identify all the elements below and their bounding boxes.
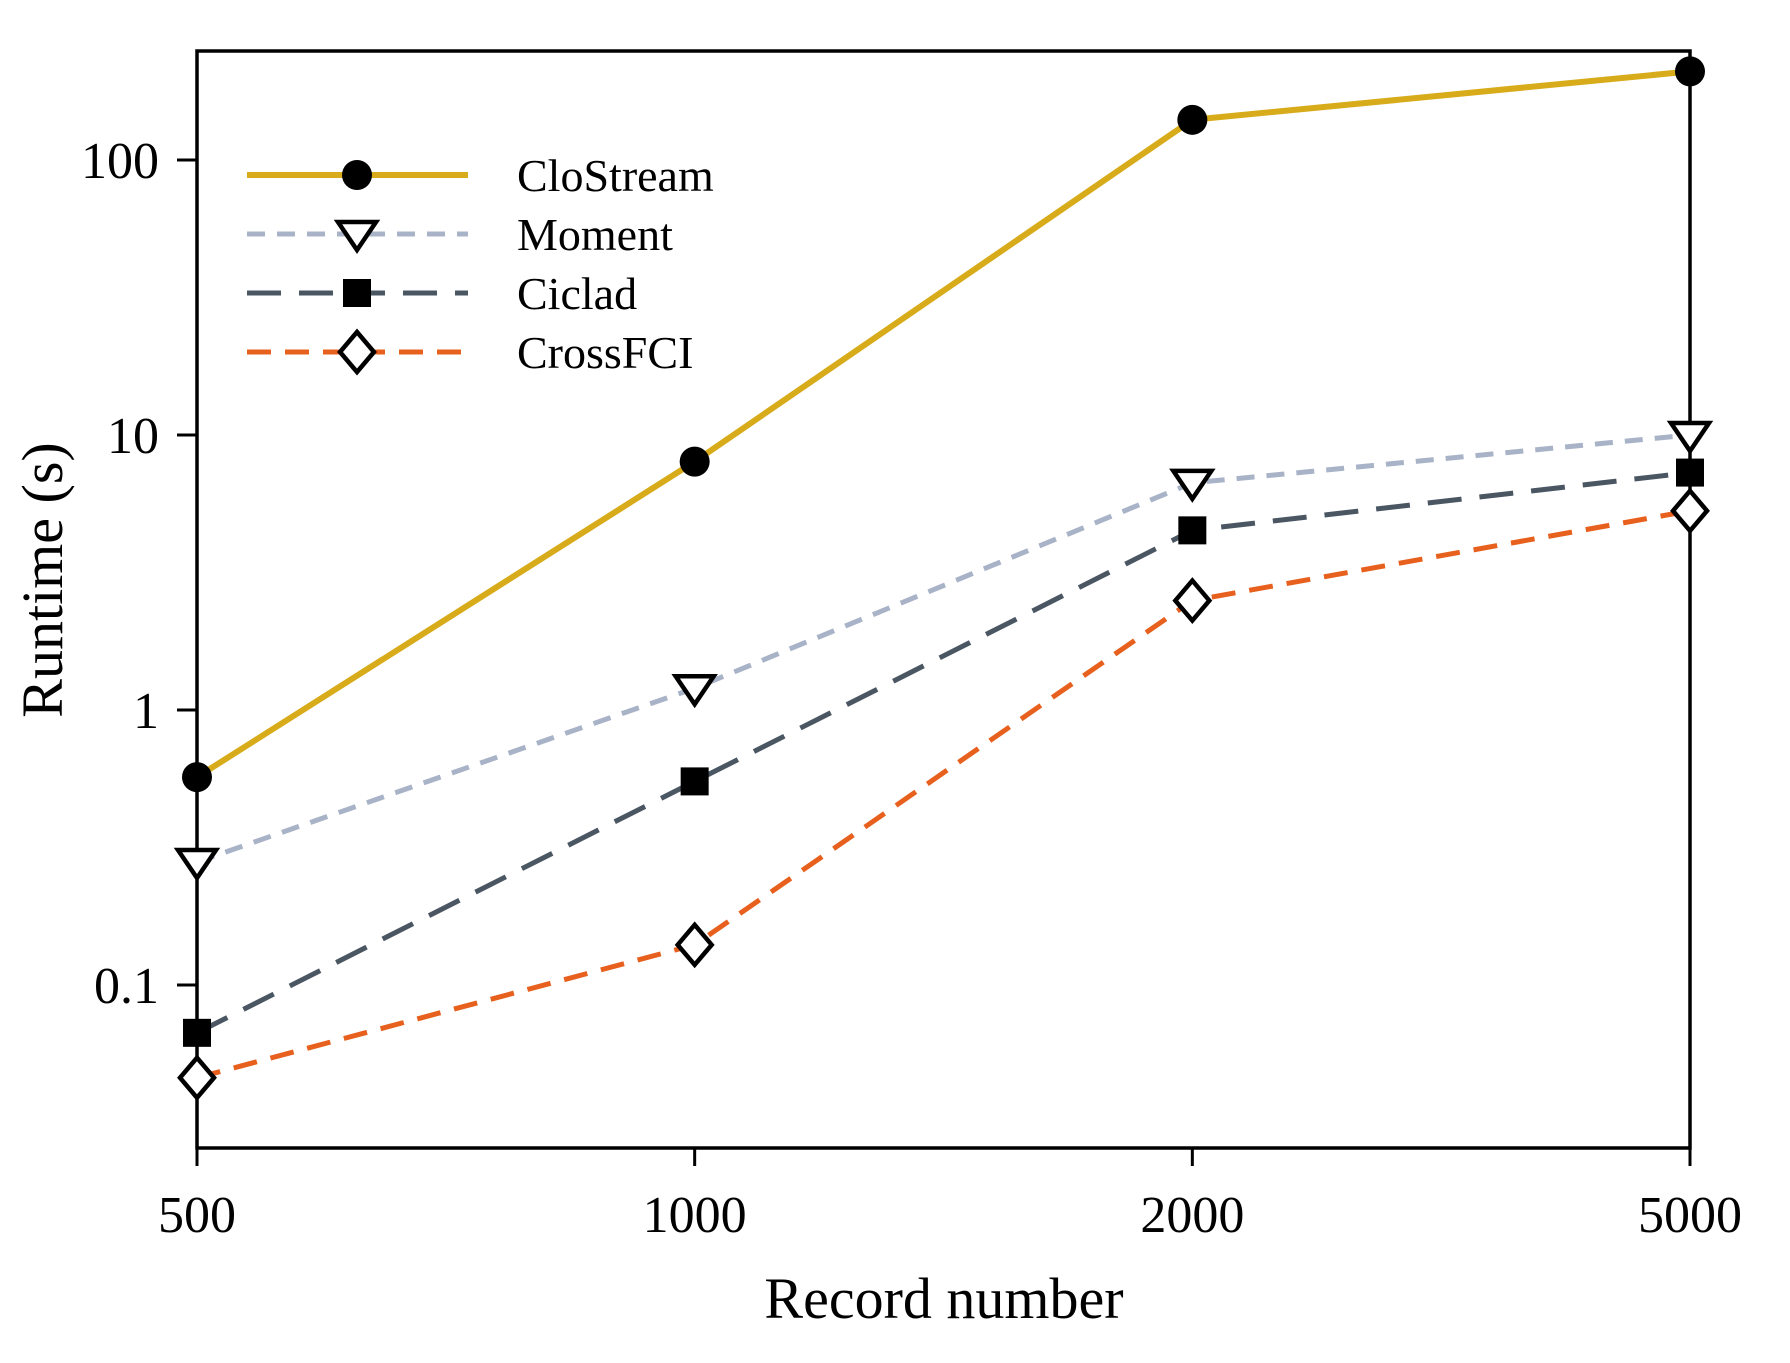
- y-tick-label: 100: [81, 133, 159, 190]
- data-point-crossfci-1000: [674, 921, 715, 969]
- legend-marker-moment: [333, 219, 381, 255]
- x-axis-title: Record number: [764, 1266, 1123, 1331]
- legend-marker-ciclad: [343, 279, 371, 307]
- plot-box: [195, 49, 1692, 1150]
- x-tick-label: 500: [158, 1187, 236, 1244]
- data-point-moment-5000: [1666, 420, 1714, 456]
- series-clostream: [182, 56, 1705, 793]
- legend-item-crossfci: CrossFCI: [247, 327, 693, 378]
- y-tick-label: 10: [107, 408, 159, 465]
- data-point-clostream-500: [182, 762, 212, 793]
- x-tick-label: 2000: [1140, 1187, 1244, 1244]
- data-point-ciclad-1000: [680, 767, 709, 796]
- legend-label: CrossFCI: [517, 327, 693, 378]
- data-point-ciclad-500: [183, 1018, 211, 1047]
- data-point-crossfci-5000: [1670, 487, 1710, 535]
- series-line-crossfci: [196, 508, 1691, 1081]
- series-line-ciclad: [195, 470, 1691, 1036]
- legend-label: Moment: [517, 209, 673, 260]
- data-point-ciclad-5000: [1676, 458, 1704, 487]
- legend-label: Ciclad: [517, 268, 637, 319]
- legend-item-ciclad: Ciclad: [247, 268, 637, 319]
- data-point-moment-500: [173, 847, 221, 883]
- y-tick-label: 0.1: [94, 958, 159, 1015]
- series-moment: [173, 420, 1714, 883]
- data-point-moment-2000: [1169, 468, 1216, 503]
- legend-item-clostream: CloStream: [247, 150, 714, 201]
- data-point-clostream-1000: [679, 446, 710, 477]
- data-point-clostream-2000: [1177, 104, 1208, 135]
- x-tick-label: 5000: [1638, 1187, 1742, 1244]
- series-ciclad: [183, 458, 1704, 1047]
- legend: CloStream Moment Ciclad CrossFCI: [247, 150, 714, 378]
- series-crossfci: [177, 487, 1710, 1102]
- legend-label: CloStream: [517, 150, 714, 201]
- series-line-moment: [196, 432, 1691, 865]
- data-point-crossfci-2000: [1172, 577, 1213, 625]
- series-line-clostream: [195, 68, 1691, 780]
- x-tick-label: 1000: [643, 1187, 747, 1244]
- data-point-clostream-5000: [1675, 56, 1705, 87]
- legend-marker-crossfci: [337, 328, 377, 376]
- legend-marker-clostream: [342, 160, 372, 190]
- data-point-moment-1000: [671, 673, 718, 709]
- y-tick-label: 1: [133, 683, 159, 740]
- y-axis-title: Runtime (s): [10, 442, 75, 717]
- data-point-ciclad-2000: [1178, 516, 1207, 545]
- legend-item-moment: Moment: [247, 209, 673, 260]
- data-point-crossfci-500: [177, 1054, 217, 1102]
